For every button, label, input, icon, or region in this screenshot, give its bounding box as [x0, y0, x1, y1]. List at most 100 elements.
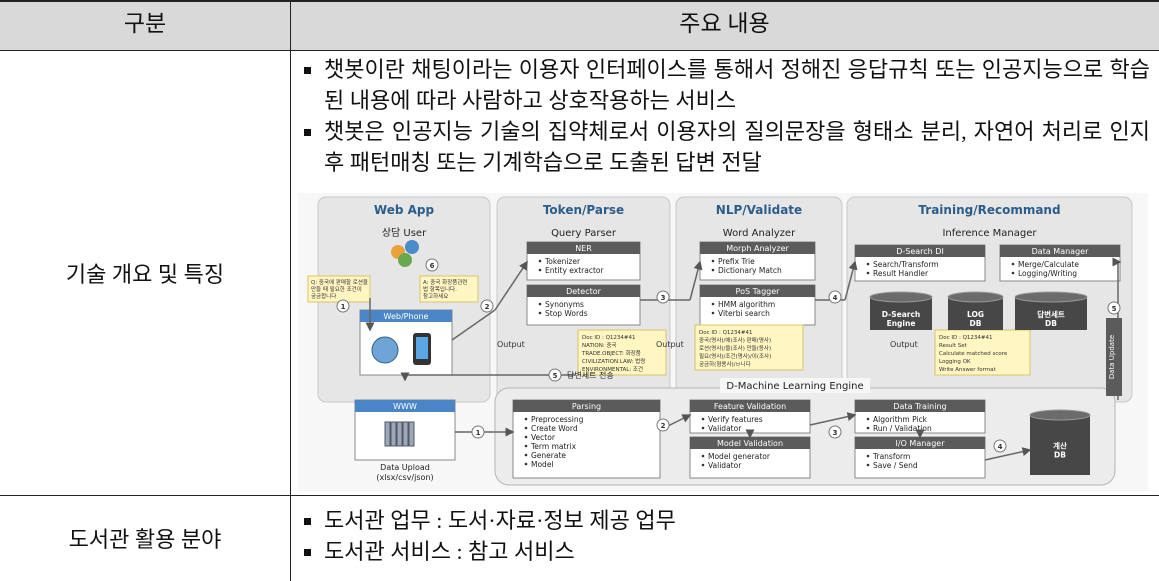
item-dot [524, 444, 528, 448]
box-item: Validator [708, 424, 742, 433]
box-header [855, 245, 985, 257]
step-number: 4 [998, 443, 1003, 451]
cylinder-label: DB [970, 319, 982, 328]
server-icon [402, 421, 409, 447]
cylinder-label: D-Search [882, 310, 921, 319]
item-dot [538, 302, 542, 306]
item-dot [866, 417, 870, 421]
server-icon [390, 421, 397, 447]
box-item: Vector [531, 433, 556, 442]
item-dot [711, 259, 715, 263]
engine-label-bg [720, 378, 870, 393]
connector [494, 260, 528, 311]
rule [0, 50, 1159, 51]
item-dot [1011, 271, 1015, 275]
phone-screen [416, 337, 428, 359]
bubble-text: 참고하세요 [423, 292, 448, 300]
note [934, 329, 1031, 376]
note-text: Write Answer format [939, 367, 996, 373]
step-number: 5 [1112, 305, 1117, 313]
step-marker [336, 299, 350, 313]
note-text: Doc ID : Q1234#41 [939, 335, 993, 341]
step-number: 1 [341, 303, 346, 311]
step-marker [656, 290, 670, 304]
item-dot [866, 262, 870, 266]
step-marker [471, 425, 485, 439]
transfer-label: 답변세트 전송 [567, 370, 614, 380]
note-text: 중국(명사)/에(조사) 판매(명사) [699, 336, 771, 344]
cylinder-label: 답변세트 [1037, 309, 1065, 319]
note-text: ENVIRONMENTAL: 조건 [582, 366, 643, 373]
item-dot [524, 453, 528, 457]
rule [290, 0, 291, 581]
box-item: Create Word [531, 424, 578, 433]
output-label: Output [656, 340, 684, 349]
note-text: NATION: 중국 [582, 342, 617, 349]
step-marker [828, 290, 842, 304]
box-title: NER [575, 244, 592, 253]
item-dot [866, 463, 870, 467]
bubble-text: Q: 중국에 판매할 로션을 [311, 278, 368, 286]
box-item: Verify features [708, 415, 763, 424]
item-dot [701, 454, 705, 458]
item-dot [538, 311, 542, 315]
box-header [700, 285, 815, 297]
note-text: 필요(명사)/조건(명사)/이(조사) [699, 352, 771, 360]
box-title: Data Training [893, 402, 946, 411]
bubble-text: 법 항목입니다. [423, 285, 457, 293]
box-header [700, 242, 815, 254]
note-text: 궁금하(형용사)/ㅂ니다 [699, 360, 751, 368]
data-update-label: Data Update [1108, 335, 1116, 379]
step-number: 4 [833, 294, 838, 302]
bubble-text: A: 중국 화장품관련 [423, 278, 467, 286]
bullet: 챗봇이란 채팅이라는 이용자 인터페이스를 통해서 정해진 응답규칙 또는 인공… [300, 54, 1150, 116]
item-dot [1011, 262, 1015, 266]
box-item: Synonyms [545, 300, 584, 309]
step-marker [425, 258, 439, 272]
box-item: HMM algorithm [718, 300, 775, 309]
item-dot [711, 311, 715, 315]
rule [0, 495, 1159, 496]
panel-title: Training/Recommand [918, 203, 1060, 217]
box-header [513, 400, 660, 412]
cylinder-top [1029, 409, 1091, 421]
box-item: Transform [872, 452, 910, 461]
box-item: Logging/Writing [1018, 269, 1077, 278]
step-marker [993, 439, 1007, 453]
box-header [690, 400, 810, 412]
note-text: 로션(명사)/을(조사) 만들(동사) [699, 344, 771, 352]
box-item: Stop Words [545, 309, 588, 318]
bullet: 도서관 업무 : 도서·자료·정보 제공 업무 [300, 505, 1150, 536]
note-text: Doc ID : Q1234#41 [582, 335, 636, 341]
cylinder-top [947, 291, 1004, 303]
cylinder-label: 계산 [1053, 441, 1067, 451]
server-icon [384, 421, 391, 447]
box-item: Save / Send [873, 461, 918, 470]
step-marker [548, 368, 562, 382]
box-header [527, 242, 640, 254]
header-cell: 주요 내용 [290, 0, 1159, 50]
item-dot [538, 259, 542, 263]
rule [0, 0, 1159, 2]
step-number: 5 [553, 372, 558, 380]
connector [844, 260, 858, 301]
item-dot [538, 268, 542, 272]
box-title: I/O Manager [896, 439, 946, 448]
box-title: Data Manager [1032, 247, 1089, 256]
note [694, 324, 804, 371]
panel-title: Token/Parse [543, 203, 624, 217]
bubble-text: 궁금합니다 [311, 292, 336, 300]
note-text: Doc ID : Q1234#41 [699, 330, 753, 336]
note [577, 329, 667, 376]
note-text: Logging OK [939, 359, 971, 365]
speech-bubble [419, 275, 479, 303]
box-item: Search/Transform [873, 260, 939, 269]
note-text: TRADE.OBJECT: 화장품 [581, 350, 641, 357]
box-item: Result Handler [873, 269, 929, 278]
box-item: Model generator [708, 452, 771, 461]
item-dot [524, 417, 528, 421]
connector [689, 260, 703, 301]
upload-label: Data Upload [380, 463, 430, 472]
